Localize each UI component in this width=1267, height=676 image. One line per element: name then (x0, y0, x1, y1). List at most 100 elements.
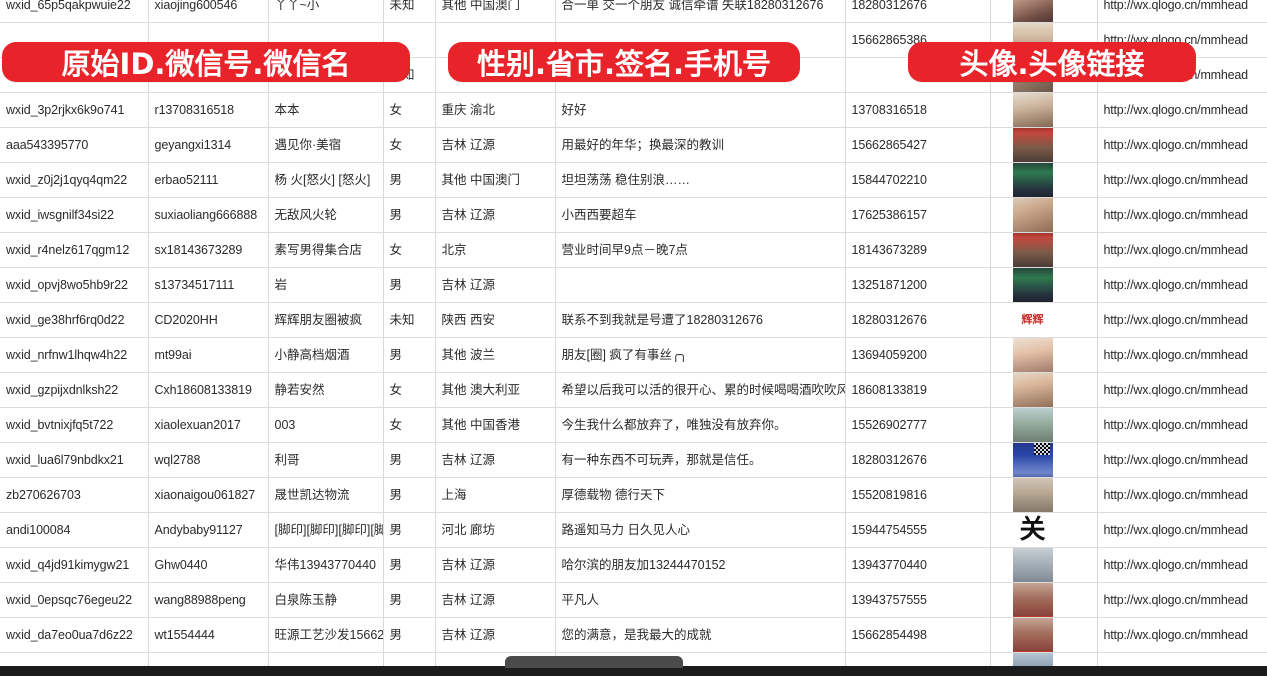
cell-wxno[interactable]: Cxh18608133819 (148, 372, 269, 408)
cell-sex[interactable]: 女 (383, 407, 436, 443)
cell-id[interactable]: zb270626703 (0, 477, 149, 513)
cell-sex[interactable]: 男 (383, 617, 436, 653)
cell-url[interactable]: http://wx.qlogo.cn/mmhead (1097, 92, 1267, 128)
cell-sign[interactable]: 好好 (555, 92, 846, 128)
cell-avatar[interactable] (990, 232, 1098, 268)
cell-name[interactable]: 白泉陈玉静 (268, 582, 384, 618)
cell-avatar[interactable] (990, 582, 1098, 618)
cell-sign[interactable]: 厚德载物 德行天下 (555, 477, 846, 513)
cell-name[interactable]: [脚印][脚印][脚印][脚印 (268, 512, 384, 548)
table-row[interactable]: andi100084Andybaby91127[脚印][脚印][脚印][脚印男河… (0, 512, 1267, 548)
cell-phone[interactable]: 18608133819 (845, 372, 991, 408)
cell-region[interactable]: 其他 中国澳门 (435, 0, 556, 23)
cell-avatar[interactable] (990, 197, 1098, 233)
cell-url[interactable]: http://wx.qlogo.cn/mmhead (1097, 127, 1267, 163)
cell-avatar[interactable] (990, 442, 1098, 478)
cell-sex[interactable]: 未知 (383, 0, 436, 23)
cell-url[interactable]: http://wx.qlogo.cn/mmhead (1097, 582, 1267, 618)
cell-name[interactable]: 旺源工艺沙发15662854 (268, 617, 384, 653)
cell-region[interactable]: 吉林 辽源 (435, 197, 556, 233)
cell-url[interactable]: http://wx.qlogo.cn/mmhead (1097, 232, 1267, 268)
cell-name[interactable]: 本本 (268, 92, 384, 128)
cell-wxno[interactable]: xiaojing600546 (148, 0, 269, 23)
table-row[interactable]: wxid_65p5qakpwuie22 xiaojing600546 丫丫~小 未知其… (0, 0, 1267, 23)
cell-sign[interactable]: 联系不到我就是号遭了18280312676 (555, 302, 846, 338)
cell-name[interactable]: 003 (268, 407, 384, 443)
cell-sign[interactable]: 用最好的年华；换最深的教训 (555, 127, 846, 163)
horizontal-scrollbar[interactable] (0, 656, 1267, 676)
cell-id[interactable]: wxid_q4jd91kimygw21 (0, 547, 149, 583)
cell-name[interactable]: 利哥 (268, 442, 384, 478)
table-row[interactable]: zb270626703 xiaonaigou061827 晟世凯达物流男上海 厚德载物… (0, 477, 1267, 513)
cell-url[interactable]: http://wx.qlogo.cn/mmhead (1097, 0, 1267, 23)
cell-sign[interactable]: 您的满意，是我最大的成就 (555, 617, 846, 653)
cell-url[interactable]: http://wx.qlogo.cn/mmhead (1097, 512, 1267, 548)
cell-phone[interactable]: 18143673289 (845, 232, 991, 268)
cell-wxno[interactable]: Ghw0440 (148, 547, 269, 583)
cell-region[interactable]: 北京 (435, 232, 556, 268)
cell-wxno[interactable]: wt1554444 (148, 617, 269, 653)
cell-sign[interactable]: 有一种东西不可玩弄，那就是信任。 (555, 442, 846, 478)
cell-wxno[interactable]: suxiaoliang666888 (148, 197, 269, 233)
cell-region[interactable]: 河北 廊坊 (435, 512, 556, 548)
table-row[interactable]: wxid_iwsgnilf34si22 suxiaoliang666888 无敌风火… (0, 197, 1267, 233)
cell-sign[interactable]: 路遥知马力 日久见人心 (555, 512, 846, 548)
table-row[interactable]: wxid_r4nelz617qgm12 sx18143673289 素写男得集合店女… (0, 232, 1267, 268)
cell-sex[interactable]: 男 (383, 512, 436, 548)
table-row[interactable]: wxid_ge38hrf6rq0d22 CD2020HH 辉辉朋友圈被疯 未知 陕西 西… (0, 302, 1267, 338)
cell-name[interactable]: 遇见你·美宿 (268, 127, 384, 163)
cell-phone[interactable]: 15662865427 (845, 127, 991, 163)
cell-id[interactable]: wxid_0epsqc76egeu22 (0, 582, 149, 618)
cell-url[interactable]: http://wx.qlogo.cn/mmhead (1097, 407, 1267, 443)
cell-avatar[interactable] (990, 337, 1098, 373)
cell-phone[interactable]: 15520819816 (845, 477, 991, 513)
cell-sex[interactable]: 男 (383, 337, 436, 373)
cell-id[interactable]: wxid_ge38hrf6rq0d22 (0, 302, 149, 338)
cell-sex[interactable]: 男 (383, 582, 436, 618)
cell-id[interactable]: wxid_z0j2j1qyq4qm22 (0, 162, 149, 198)
table-row[interactable]: wxid_z0j2j1qyq4qm22 erbao52111 杨 火[怒火] [怒火… (0, 162, 1267, 198)
cell-avatar[interactable] (990, 127, 1098, 163)
cell-sex[interactable]: 男 (383, 547, 436, 583)
table-row[interactable]: aaa543395770 geyangxi1314 遇见你·美宿女吉林 辽源 用最好的… (0, 127, 1267, 163)
cell-sign[interactable]: 希望以后我可以活的很开心、累的时候喝喝酒吹吹风 (555, 372, 846, 408)
cell-region[interactable]: 吉林 辽源 (435, 617, 556, 653)
cell-avatar[interactable] (990, 477, 1098, 513)
cell-sign[interactable]: 合一单 交一个朋友 诚信牵谱 失联18280312676 (555, 0, 846, 23)
cell-phone[interactable]: 15662854498 (845, 617, 991, 653)
cell-sign[interactable]: 坦坦荡荡 稳住别浪…… (555, 162, 846, 198)
cell-region[interactable]: 吉林 辽源 (435, 442, 556, 478)
cell-url[interactable]: http://wx.qlogo.cn/mmhead (1097, 267, 1267, 303)
cell-name[interactable]: 杨 火[怒火] [怒火] (268, 162, 384, 198)
cell-id[interactable]: wxid_3p2rjkx6k9o741 (0, 92, 149, 128)
cell-name[interactable]: 素写男得集合店 (268, 232, 384, 268)
cell-id[interactable]: wxid_da7eo0ua7d6z22 (0, 617, 149, 653)
cell-sex[interactable]: 男 (383, 267, 436, 303)
cell-sign[interactable]: 今生我什么都放弃了，唯独没有放弃你。 (555, 407, 846, 443)
cell-region[interactable]: 其他 波兰 (435, 337, 556, 373)
cell-avatar[interactable] (990, 407, 1098, 443)
cell-id[interactable]: aaa543395770 (0, 127, 149, 163)
table-row[interactable]: wxid_gzpijxdnlksh22 Cxh18608133819 静若安然女其他… (0, 372, 1267, 408)
cell-url[interactable]: http://wx.qlogo.cn/mmhead (1097, 302, 1267, 338)
cell-sign[interactable] (555, 267, 846, 303)
cell-region[interactable]: 吉林 辽源 (435, 582, 556, 618)
cell-region[interactable]: 其他 中国澳门 (435, 162, 556, 198)
cell-name[interactable]: 华伟13943770440 (268, 547, 384, 583)
cell-region[interactable]: 重庆 渝北 (435, 92, 556, 128)
cell-phone[interactable]: 15526902777 (845, 407, 991, 443)
cell-sex[interactable]: 女 (383, 232, 436, 268)
cell-url[interactable]: http://wx.qlogo.cn/mmhead (1097, 337, 1267, 373)
cell-wxno[interactable]: mt99ai (148, 337, 269, 373)
cell-id[interactable]: wxid_gzpijxdnlksh22 (0, 372, 149, 408)
cell-region[interactable]: 其他 中国香港 (435, 407, 556, 443)
cell-sex[interactable]: 未知 (383, 302, 436, 338)
cell-url[interactable]: http://wx.qlogo.cn/mmhead (1097, 617, 1267, 653)
cell-name[interactable]: 静若安然 (268, 372, 384, 408)
table-row[interactable]: wxid_nrfnw1lhqw4h22 mt99ai 小静高档烟酒男其他 波兰 朋友[… (0, 337, 1267, 373)
cell-avatar[interactable]: 辉辉 (990, 302, 1098, 338)
cell-wxno[interactable]: sx18143673289 (148, 232, 269, 268)
cell-sign[interactable]: 朋友[圈] 疯了有事丝╭╮ (555, 337, 846, 373)
cell-region[interactable]: 上海 (435, 477, 556, 513)
